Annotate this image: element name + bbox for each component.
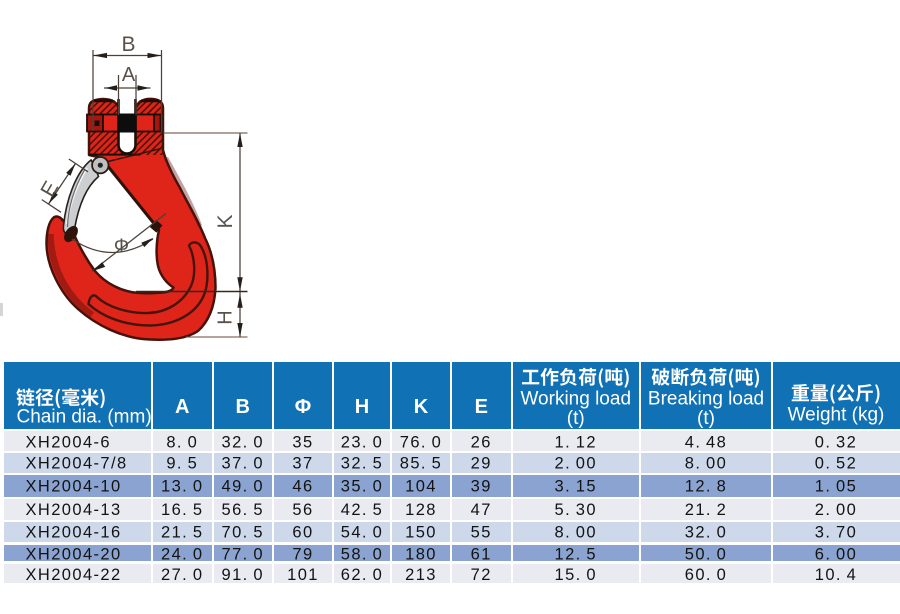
svg-text:A: A (122, 64, 136, 86)
svg-text:K: K (214, 214, 237, 228)
svg-text:E: E (36, 177, 63, 201)
svg-text:H: H (215, 310, 237, 324)
svg-text:B: B (121, 33, 135, 56)
svg-text:Φ: Φ (114, 236, 129, 257)
